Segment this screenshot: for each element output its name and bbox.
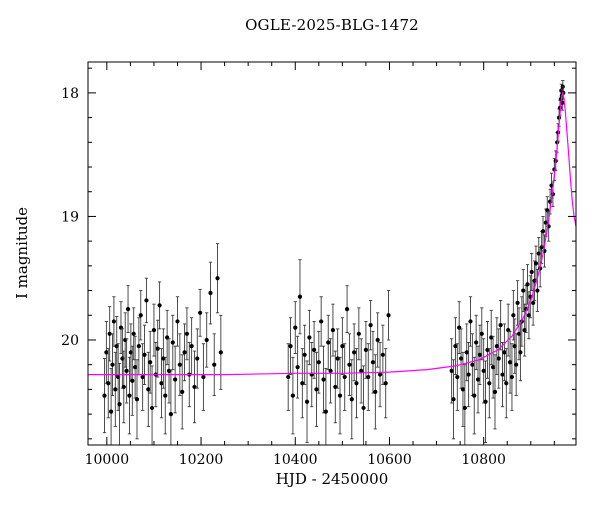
svg-text:10600: 10600 <box>367 452 412 468</box>
svg-text:10400: 10400 <box>273 452 318 468</box>
x-axis-label: HJD - 2450000 <box>275 470 389 488</box>
svg-text:18: 18 <box>61 86 79 102</box>
svg-text:19: 19 <box>61 209 79 225</box>
svg-text:10000: 10000 <box>85 452 130 468</box>
svg-text:10800: 10800 <box>461 452 506 468</box>
chart-title: OGLE-2025-BLG-1472 <box>245 16 419 34</box>
svg-text:20: 20 <box>61 333 79 349</box>
svg-text:10200: 10200 <box>179 452 224 468</box>
